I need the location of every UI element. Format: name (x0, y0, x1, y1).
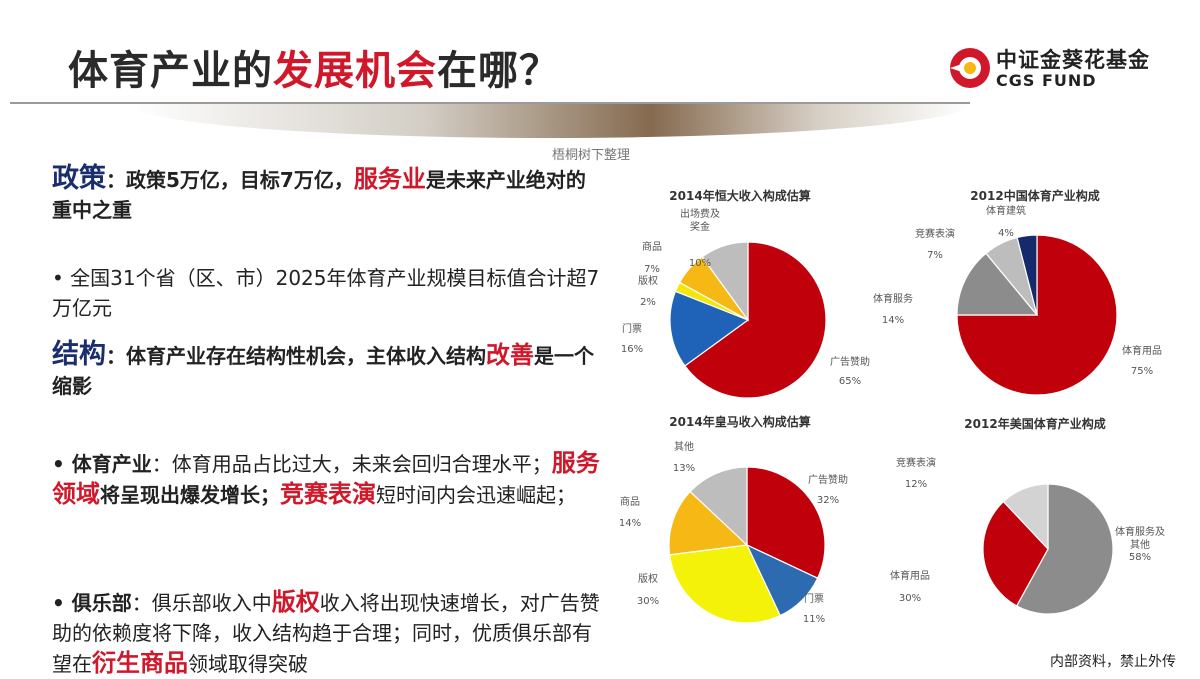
slice-value-label: 4% (998, 228, 1014, 239)
slice-value-label: 10% (689, 258, 711, 269)
industry-block: • 体育产业：体育用品占比过大，未来会回归合理水平；服务领域将呈现出爆发增长；竞… (52, 448, 602, 510)
policy-bullet: • 全国31个省（区、市）2025年体育产业规模目标值合计超7万亿元 (52, 266, 600, 320)
pie-chart-title: 2012中国体育产业构成 (970, 188, 1099, 203)
slice-value-label: 11% (803, 614, 825, 625)
title-part2: 在哪？ (437, 48, 560, 94)
slice-name-label: 商品 (620, 495, 640, 508)
industry-highlight1: 服务领域 (52, 449, 600, 508)
slice-name-label: 广告赞助 (808, 473, 848, 486)
pie-slice (1002, 483, 1049, 551)
policy-text2: 是未来产业绝对的重中之重 (52, 168, 586, 222)
watermark: 梧桐树下整理 (552, 148, 631, 163)
club-text3: 领域取得突破 (188, 652, 308, 676)
pie-slice (1016, 234, 1038, 316)
slice-name-label: 门票 (804, 592, 824, 605)
club-text2: 收入将出现快速增长，对广告赞助的依赖度将下降，收入结构趋于合理；同时，优质俱乐部… (52, 591, 600, 676)
slice-value-label: 7% (644, 264, 660, 275)
slice-value-label: 12% (905, 479, 927, 490)
slice-value-label: 75% (1131, 366, 1153, 377)
slice-value-label: 14% (882, 315, 904, 326)
pie-slice (982, 500, 1049, 607)
slice-name-label: 体育建筑 (986, 204, 1026, 217)
slice-value-label: 32% (817, 495, 839, 506)
club-text1: ：俱乐部收入中 (131, 591, 272, 615)
industry-lead: • 体育产业 (52, 452, 152, 476)
industry-text3: 短时间内会迅速崛起； (376, 483, 576, 507)
structure-highlight: 改善 (486, 341, 534, 369)
structure-heading: 结构 (52, 339, 106, 370)
policy-heading: 政策 (52, 163, 106, 194)
pie-slice (669, 290, 750, 367)
pie-chart-title: 2012年美国体育产业构成 (964, 416, 1105, 431)
slice-name-label: 竞赛表演 (915, 227, 955, 240)
club-highlight2: 衍生商品 (92, 649, 188, 677)
slice-name-label: 门票 (622, 322, 642, 335)
structure-text2: 是一个缩影 (52, 344, 594, 398)
slice-name-label: 商品 (642, 240, 662, 253)
slice-value-label: 65% (839, 376, 861, 387)
industry-highlight2: 竞赛表演 (280, 480, 376, 508)
slice-value-label: 16% (621, 344, 643, 355)
title-divider (10, 102, 970, 104)
pie-chart-title: 2014年皇马收入构成估算 (669, 414, 810, 429)
club-lead: • 俱乐部 (52, 591, 132, 615)
slice-name-label: 竞赛表演 (896, 456, 936, 469)
page-title: 体育产业的发展机会在哪？ (68, 38, 560, 96)
slice-value-label: 13% (673, 463, 695, 474)
pie-slice (668, 490, 749, 556)
pie-slice (684, 241, 827, 399)
slice-name-label: 版权 (638, 274, 658, 287)
slice-value-label: 30% (637, 596, 659, 607)
slice-name-label: 其他 (674, 440, 694, 453)
title-highlight: 发展机会 (273, 48, 437, 94)
slice-value-label: 2% (640, 297, 656, 308)
industry-text2: 将呈现出爆发增长； (100, 483, 280, 507)
slice-value-label: 7% (927, 250, 943, 261)
slice-value-label: 58% (1129, 552, 1151, 563)
logo-text-en: CGS FUND (996, 71, 1097, 90)
slice-name-label: 体育服务及其他 (1115, 525, 1165, 551)
policy-highlight: 服务业 (353, 165, 426, 193)
slice-name-label: 出场费及奖金 (680, 207, 720, 233)
slice-name-label: 体育用品 (890, 569, 930, 582)
pie-slice (746, 466, 826, 580)
pie-chart-title: 2014年恒大收入构成估算 (669, 188, 810, 203)
logo-icon (950, 48, 990, 88)
structure-text1: ：体育产业存在结构性机会，主体收入结构 (106, 344, 486, 368)
title-part1: 体育产业的 (68, 48, 273, 94)
club-block: • 俱乐部：俱乐部收入中版权收入将出现快速增长，对广告赞助的依赖度将下降，收入结… (52, 587, 602, 679)
slice-name-label: 体育服务 (873, 292, 913, 305)
footer-note: 内部资料，禁止外传 (1050, 654, 1176, 670)
slice-name-label: 广告赞助 (830, 355, 870, 368)
policy-text1: ：政策5万亿，目标7万亿， (106, 168, 354, 192)
pie-slice (668, 544, 782, 624)
pie-slice (701, 241, 749, 322)
club-highlight1: 版权 (271, 588, 320, 616)
logo-text-cn: 中证金葵花基金 (996, 48, 1150, 72)
pie-slice (689, 466, 748, 547)
slice-value-label: 30% (899, 593, 921, 604)
slice-name-label: 体育用品 (1122, 344, 1162, 357)
industry-text1: ：体育用品占比过大，未来会回归合理水平； (151, 452, 552, 476)
slice-value-label: 14% (619, 518, 641, 529)
pie-slice (1015, 483, 1114, 615)
slice-name-label: 版权 (638, 572, 658, 585)
structure-block: 结构：体育产业存在结构性机会，主体收入结构改善是一个缩影 (52, 340, 602, 401)
policy-block: 政策：政策5万亿，目标7万亿，服务业是未来产业绝对的重中之重 (52, 164, 602, 225)
pie-slice (956, 252, 1039, 316)
